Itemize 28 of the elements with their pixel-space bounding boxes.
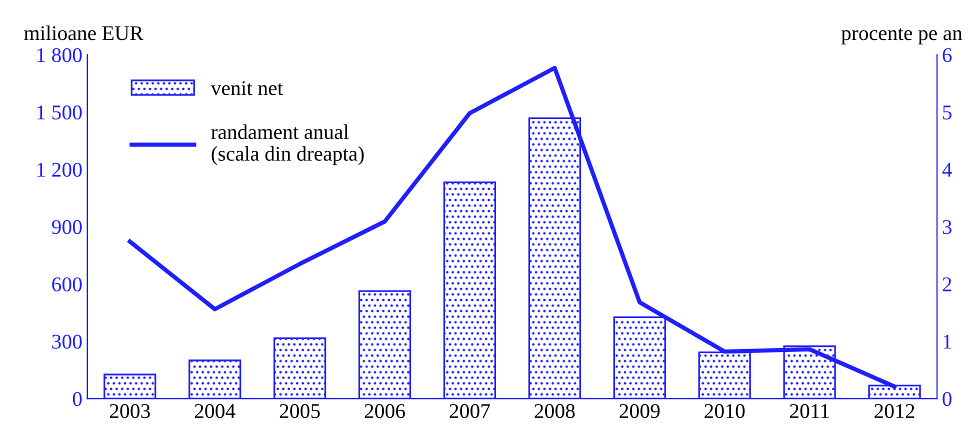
x-tick-label: 2011 — [790, 404, 829, 418]
x-tick-label: 2005 — [280, 404, 320, 418]
y2-tick-label: 3 — [942, 220, 952, 234]
x-tick-label: 2006 — [364, 404, 405, 418]
y-axis-title: milioane EUR — [24, 26, 144, 40]
y-tick-label: 0 — [72, 392, 82, 406]
y-tick-label: 1 500 — [37, 105, 82, 120]
x-tick-label: 2007 — [450, 404, 490, 418]
y-tick-label: 600 — [52, 277, 82, 292]
x-tick-label: 2009 — [620, 404, 660, 418]
y-tick-label: 1 800 — [37, 48, 82, 62]
x-tick-label: 2004 — [194, 404, 236, 418]
y2-tick-label: 5 — [943, 106, 952, 120]
x-tick-label: 2010 — [704, 404, 745, 418]
x-tick-label: 2012 — [874, 404, 914, 418]
x-tick-label: 2008 — [534, 404, 575, 418]
y2-tick-label: 6 — [942, 48, 952, 62]
y2-tick-label: 0 — [942, 392, 952, 406]
y-tick-label: 900 — [52, 220, 82, 234]
y2-tick-label: 4 — [942, 162, 952, 177]
y-tick-label: 1 200 — [37, 162, 82, 177]
legend-label: randament anual (scala din dreapta) — [211, 124, 364, 166]
x-tick-label: 2003 — [110, 404, 150, 418]
y-tick-label: 300 — [52, 334, 82, 349]
y2-axis-title: procente pe an — [841, 28, 962, 44]
y2-tick-label: 1 — [944, 334, 952, 349]
legend-label: venit net — [210, 81, 283, 96]
y2-tick-label: 2 — [942, 277, 952, 292]
